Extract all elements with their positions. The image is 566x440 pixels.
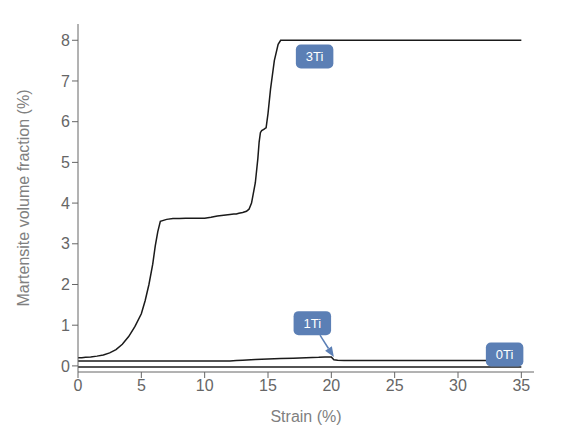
svg-text:7: 7 [61, 73, 70, 90]
svg-text:4: 4 [61, 195, 70, 212]
svg-text:35: 35 [512, 377, 530, 394]
svg-text:25: 25 [386, 377, 404, 394]
svg-text:0: 0 [61, 358, 70, 375]
svg-text:15: 15 [259, 377, 277, 394]
svg-text:5: 5 [61, 154, 70, 171]
svg-text:Strain (%): Strain (%) [270, 408, 341, 425]
svg-text:3Ti: 3Ti [306, 49, 324, 64]
svg-text:0Ti: 0Ti [496, 347, 514, 362]
svg-text:1: 1 [61, 317, 70, 334]
svg-text:Martensite volume fraction (%): Martensite volume fraction (%) [15, 90, 32, 307]
svg-text:3: 3 [61, 235, 70, 252]
svg-text:6: 6 [61, 113, 70, 130]
svg-text:10: 10 [196, 377, 214, 394]
svg-text:0: 0 [74, 377, 83, 394]
svg-text:8: 8 [61, 32, 70, 49]
svg-text:20: 20 [322, 377, 340, 394]
svg-text:2: 2 [61, 276, 70, 293]
svg-text:1Ti: 1Ti [304, 316, 322, 331]
svg-text:5: 5 [137, 377, 146, 394]
svg-text:30: 30 [449, 377, 467, 394]
